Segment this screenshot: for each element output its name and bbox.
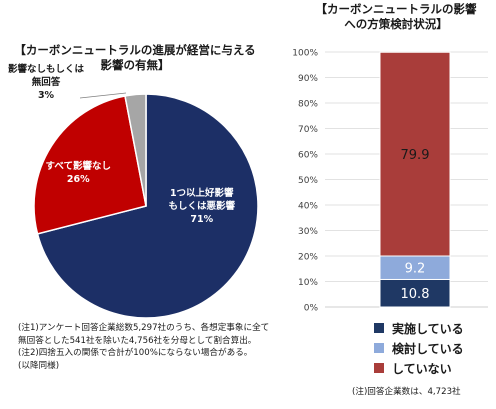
bar-segment: [379, 51, 451, 257]
legend-label: していない: [392, 361, 452, 376]
legend-label: 検討している: [392, 341, 464, 356]
pie-title-line1: 【カーボンニュートラルの進展が経営に与える: [14, 43, 256, 57]
y-tick-label: 80%: [298, 100, 318, 110]
y-tick-label: 0%: [304, 304, 319, 314]
pie-slice-label: すべて影響なし 26%: [46, 160, 111, 186]
pie-slice: [124, 93, 147, 207]
pie-slice-label-line: 無回答: [31, 76, 61, 88]
y-tick-label: 60%: [298, 151, 318, 161]
y-tick-label: 10%: [298, 278, 318, 288]
pie-slice-label-line: 影響なしもしくは: [8, 63, 85, 75]
bar-chart-title: 【カーボンニュートラルの影響 への方策検討状況】: [296, 2, 496, 32]
note-line: (注1)アンケート回答企業総数5,297社のうち、各想定事象に全て: [18, 323, 270, 333]
legend-swatch: [374, 363, 384, 373]
legend-item: 検討している: [374, 338, 464, 358]
note-line: (以降同様): [18, 360, 60, 371]
pie-title-line2: 影響の有無】: [100, 58, 170, 72]
y-tick-label: 40%: [298, 202, 318, 212]
legend-swatch: [374, 323, 384, 333]
pie-notes: (注1)アンケート回答企業総数5,297社のうち、各想定事象に全て 無回答とした…: [18, 322, 269, 372]
pie-slice-label: 影響なしもしくは 無回答 3%: [8, 63, 84, 102]
bar-data-label: 10.8: [401, 287, 430, 302]
pie-slice-label-line: もしくは悪影響: [168, 200, 236, 212]
y-tick-label: 50%: [298, 176, 318, 186]
legend-item: 実施している: [374, 318, 464, 338]
pie-leader-line: [79, 92, 127, 99]
y-tick-label: 70%: [298, 125, 318, 135]
pie-slice-percent: 3%: [37, 89, 55, 101]
note-line: 無回答とした541社を除いた4,756社を分母として割合算出。: [18, 335, 257, 346]
bar-data-label: 9.2: [405, 262, 426, 277]
pie-slice-percent: 26%: [66, 174, 90, 185]
pie-slice-label-line: 1つ以上好影響: [169, 187, 234, 199]
pie-slice: [33, 95, 147, 235]
pie-slice-percent: 71%: [190, 213, 214, 225]
y-tick-label: 100%: [292, 49, 318, 59]
pie-chart-title: 【カーボンニュートラルの進展が経営に与える 影響の有無】: [0, 43, 270, 73]
legend-swatch: [374, 343, 384, 353]
pie-slice-label: 1つ以上好影響 もしくは悪影響 71%: [169, 187, 236, 226]
bar-segment: [379, 278, 451, 308]
bar-title-line2: への方策検討状況】: [344, 17, 448, 31]
pie-slice-label-line: すべて影響なし: [45, 161, 111, 172]
legend-item: していない: [374, 358, 464, 378]
bar-title-line1: 【カーボンニュートラルの影響: [315, 2, 477, 16]
y-tick-label: 30%: [298, 227, 318, 237]
pie-slice: [36, 93, 259, 319]
y-tick-label: 20%: [298, 253, 318, 263]
bar-legend: 実施している 検討している していない: [374, 318, 464, 378]
legend-label: 実施している: [392, 321, 464, 336]
note-line: (注2)四捨五入の関係で合計が100%にならない場合がある。: [18, 348, 253, 358]
bar-data-label: 79.9: [401, 148, 430, 163]
y-tick-label: 90%: [298, 74, 318, 84]
bar-note: (注)回答企業数は、4,723社: [352, 387, 461, 397]
